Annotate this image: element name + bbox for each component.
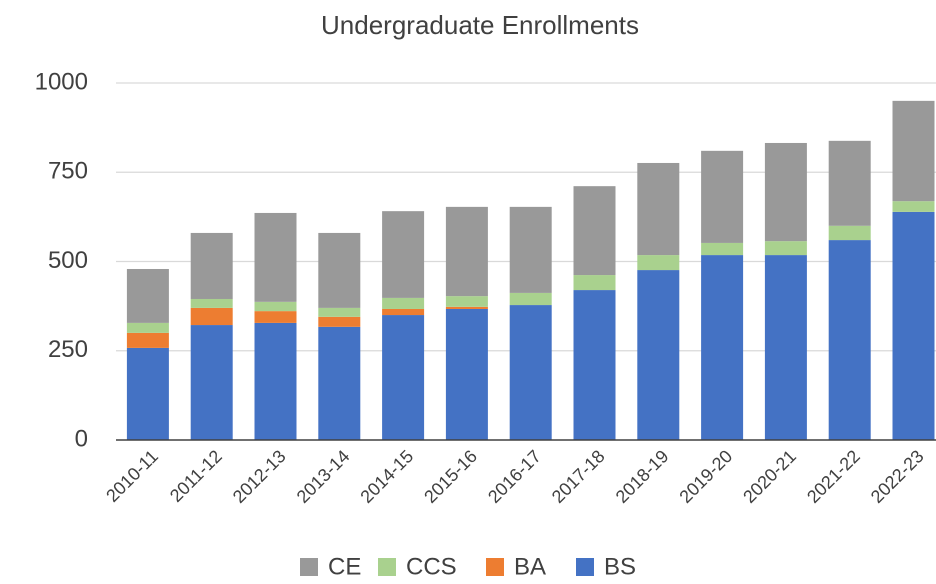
bar-segment — [828, 225, 871, 241]
y-tick-label: 500 — [48, 247, 88, 274]
bar-segment — [828, 240, 871, 440]
x-tick-label: 2012-13 — [229, 446, 290, 507]
x-tick-label: 2014-15 — [356, 446, 417, 507]
bar-segment — [892, 100, 935, 202]
x-tick-label: 2018-19 — [612, 446, 673, 507]
x-tick-label: 2013-14 — [293, 446, 354, 507]
bar-segment — [573, 275, 616, 291]
legend-label: CE — [328, 553, 361, 580]
bar-segment — [764, 142, 807, 242]
bar-segment — [190, 232, 233, 299]
bar-segment — [637, 162, 680, 256]
bar-segment — [254, 322, 297, 440]
legend-swatch — [300, 558, 318, 576]
bar-segment — [254, 311, 297, 323]
y-tick-label: 750 — [48, 158, 88, 185]
x-tick-label: 2016-17 — [484, 446, 545, 507]
bar-segment — [701, 242, 744, 256]
bar-segment — [701, 150, 744, 243]
bar-segment — [764, 255, 807, 440]
bar-segment — [126, 322, 169, 333]
legend-swatch — [486, 558, 504, 576]
bar-segment — [445, 308, 488, 440]
legend-label: BA — [514, 553, 546, 580]
bar-segment — [509, 292, 552, 306]
bar-segment — [509, 305, 552, 440]
bar-segment — [126, 347, 169, 440]
legend-label: BS — [604, 553, 636, 580]
x-tick-label: 2017-18 — [548, 446, 609, 507]
bar-segment — [382, 315, 425, 440]
x-tick-label: 2021-22 — [803, 446, 864, 507]
chart-title: Undergraduate Enrollments — [321, 10, 639, 40]
bar-segment — [892, 201, 935, 212]
bar-segment — [126, 268, 169, 323]
legend-swatch — [576, 558, 594, 576]
bar-segment — [573, 290, 616, 440]
bar-segment — [637, 270, 680, 440]
bar-segment — [828, 140, 871, 226]
bar-segment — [382, 308, 425, 316]
y-tick-label: 250 — [48, 336, 88, 363]
bar-segment — [382, 211, 425, 298]
bar-segment — [573, 186, 616, 276]
bar-segment — [318, 316, 361, 327]
bar-segment — [637, 255, 680, 271]
bar-segment — [190, 298, 233, 308]
bar-segment — [764, 241, 807, 256]
x-tick-label: 2020-21 — [739, 446, 800, 507]
bar-segment — [701, 255, 744, 440]
x-tick-label: 2010-11 — [102, 446, 162, 506]
y-tick-label: 0 — [75, 425, 88, 452]
bar-segment — [445, 306, 488, 309]
legend-swatch — [378, 558, 396, 576]
legend-label: CCS — [406, 553, 457, 580]
bar-segment — [318, 232, 361, 308]
bar-segment — [190, 307, 233, 326]
bar-segment — [318, 307, 361, 317]
bar-segment — [445, 296, 488, 307]
x-tick-label: 2022-23 — [867, 446, 928, 507]
y-tick-label: 1000 — [35, 68, 88, 95]
bar-segment — [445, 206, 488, 297]
bar-segment — [190, 325, 233, 440]
bar-segment — [254, 301, 297, 312]
bar-segment — [509, 206, 552, 293]
bar-segment — [892, 211, 935, 440]
bar-segment — [126, 332, 169, 348]
bar-segment — [382, 297, 425, 309]
bar-segment — [254, 212, 297, 302]
x-tick-label: 2011-12 — [166, 446, 226, 506]
bar-segment — [318, 326, 361, 440]
x-tick-label: 2019-20 — [675, 446, 736, 507]
x-tick-label: 2015-16 — [420, 446, 481, 507]
